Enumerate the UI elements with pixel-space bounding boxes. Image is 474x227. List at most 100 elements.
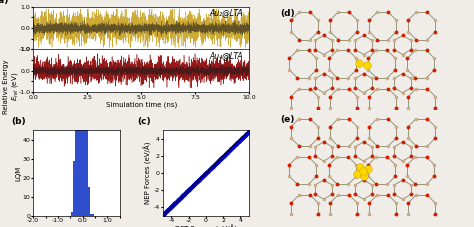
Point <box>201 172 209 175</box>
Point <box>173 201 180 204</box>
Point <box>219 154 227 157</box>
Point <box>245 131 252 135</box>
Point <box>222 151 230 154</box>
Point <box>165 206 173 210</box>
Point <box>232 143 240 146</box>
Point <box>186 186 193 190</box>
Point <box>245 130 253 133</box>
Point <box>230 143 238 147</box>
Point <box>245 129 252 133</box>
Point <box>243 131 251 135</box>
Point <box>171 200 178 204</box>
Point <box>228 147 235 150</box>
Point <box>180 191 188 195</box>
Point <box>201 172 208 176</box>
Point <box>226 148 233 151</box>
Point <box>193 180 201 183</box>
Point <box>183 191 191 194</box>
Point <box>204 169 212 173</box>
Point <box>208 167 215 170</box>
Point <box>190 184 197 188</box>
Point <box>234 139 242 143</box>
Point <box>168 205 176 208</box>
Point <box>201 173 208 176</box>
Point <box>245 130 253 133</box>
Point <box>245 131 252 135</box>
Point <box>239 137 246 140</box>
Point <box>165 206 173 210</box>
Point <box>237 137 244 141</box>
Point <box>212 162 219 166</box>
Point <box>242 133 250 137</box>
Point <box>173 198 181 202</box>
Point <box>172 200 180 204</box>
Point <box>234 141 241 144</box>
Point <box>203 170 210 174</box>
Point <box>218 156 225 160</box>
Point <box>244 131 251 135</box>
Point <box>182 191 190 195</box>
Point <box>173 200 180 204</box>
Point <box>214 160 222 164</box>
Point <box>201 171 209 175</box>
Point <box>190 183 197 187</box>
Point <box>242 133 250 136</box>
Point <box>179 193 186 197</box>
Point <box>235 140 242 144</box>
Point <box>179 193 186 197</box>
Point <box>195 178 202 181</box>
Point <box>196 177 203 181</box>
Point <box>159 212 167 216</box>
Point <box>212 161 220 165</box>
Point <box>194 179 201 183</box>
Point <box>233 141 240 145</box>
Point <box>231 143 238 146</box>
Point <box>231 143 239 146</box>
Point <box>226 148 234 152</box>
Point <box>233 140 241 144</box>
Point <box>199 174 206 178</box>
Point <box>236 139 243 143</box>
Point <box>199 174 206 178</box>
Point <box>165 207 173 210</box>
Point <box>240 133 247 137</box>
Point <box>229 144 237 148</box>
Point <box>203 170 211 174</box>
Point <box>181 192 188 196</box>
Point <box>232 142 239 146</box>
Point <box>189 185 197 188</box>
Point <box>186 187 194 190</box>
Point <box>236 139 243 143</box>
Point <box>234 141 241 145</box>
Point <box>201 173 208 176</box>
Point <box>212 160 220 164</box>
Point <box>210 165 217 168</box>
Point <box>161 210 169 214</box>
Point <box>160 212 167 216</box>
Point <box>196 178 203 181</box>
Point <box>220 154 228 158</box>
Point <box>178 195 185 198</box>
Point <box>202 171 210 175</box>
Point <box>166 205 174 209</box>
Point <box>240 133 248 137</box>
Point <box>206 167 213 170</box>
Point <box>182 190 190 194</box>
Point <box>207 168 215 171</box>
Point <box>177 195 185 199</box>
Point <box>202 171 210 174</box>
Point <box>221 152 228 156</box>
Point <box>214 160 221 163</box>
Point <box>192 181 200 185</box>
Point <box>228 147 236 150</box>
Point <box>213 162 220 165</box>
Point <box>242 134 250 138</box>
Point <box>184 188 192 192</box>
Point <box>172 202 179 206</box>
Point <box>194 179 202 183</box>
Point <box>227 148 234 152</box>
Point <box>191 182 198 186</box>
Point <box>161 212 169 215</box>
Point <box>166 206 173 210</box>
Point <box>212 162 220 165</box>
